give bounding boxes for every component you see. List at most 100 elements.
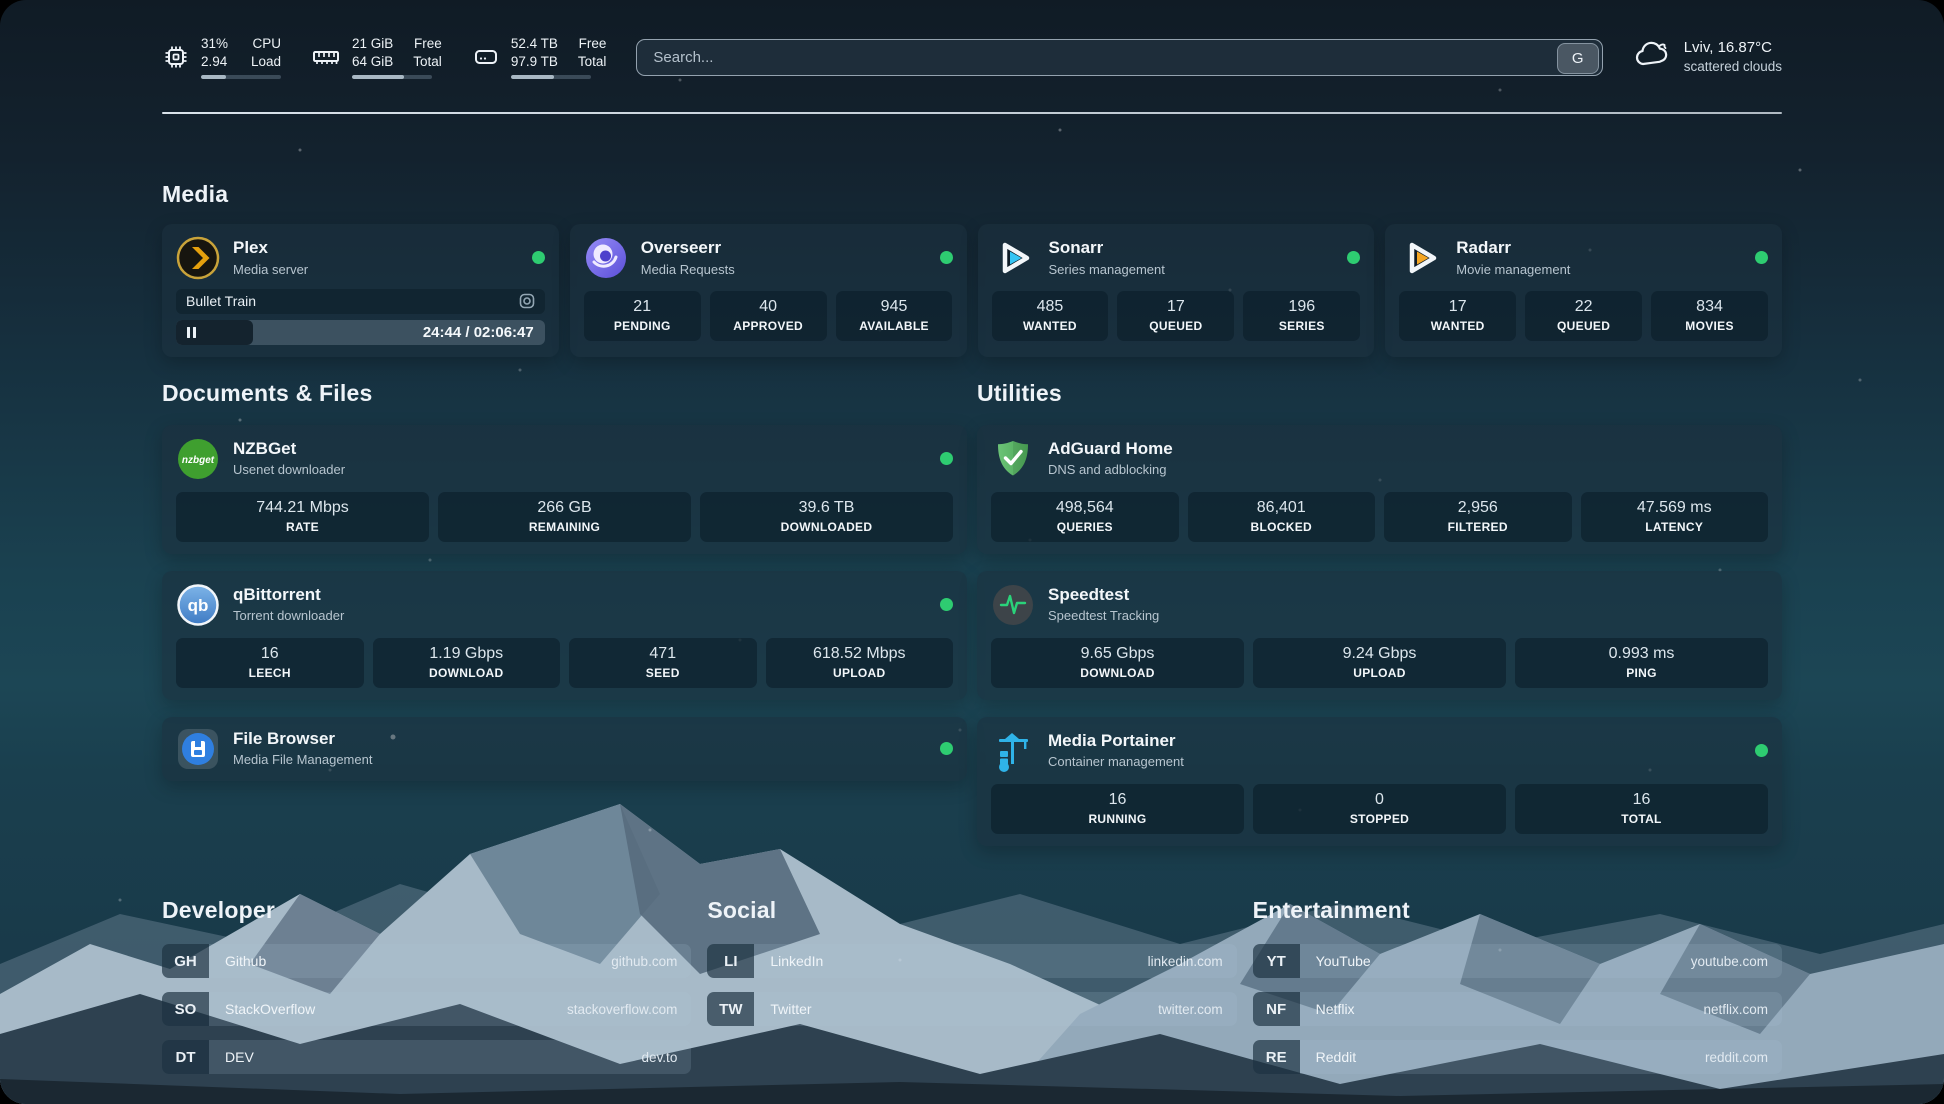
nzbget-subtitle: Usenet downloader (233, 462, 346, 478)
bookmark-linkedin[interactable]: LI LinkedIn linkedin.com (707, 944, 1237, 979)
stat-tile: 22 QUEUED (1525, 290, 1643, 341)
stat-tile: 471 SEED (569, 637, 757, 688)
portainer-card[interactable]: Media Portainer Container management 16 … (977, 716, 1782, 846)
mountain-background (0, 804, 1944, 1104)
nzbget-icon: nzbget (176, 437, 220, 481)
youtube-abbr: YT (1252, 944, 1300, 979)
nzbget-card[interactable]: nzbget NZBGet Usenet downloader 744.21 M… (162, 424, 967, 554)
radarr-icon (1399, 236, 1443, 280)
social-section-title: Social (707, 896, 777, 923)
search-engine-button[interactable]: G (1556, 42, 1599, 74)
radarr-card[interactable]: Radarr Movie management 17 WANTED 22 QUE… (1385, 223, 1782, 357)
header-bar: 31% 2.94 CPU Load (162, 0, 1782, 84)
stat-tile: 16 RUNNING (991, 783, 1244, 834)
sonarr-card[interactable]: Sonarr Series management 485 WANTED 17 Q… (977, 223, 1375, 357)
portainer-icon (991, 729, 1035, 773)
bookmark-stackoverflow[interactable]: SO StackOverflow stackoverflow.com (162, 992, 692, 1027)
radarr-status-dot (1755, 251, 1768, 265)
memory-free-label: Free (414, 35, 442, 51)
qbittorrent-subtitle: Torrent downloader (233, 608, 345, 624)
filebrowser-name: File Browser (233, 729, 336, 748)
stat-tile: 9.65 Gbps DOWNLOAD (991, 637, 1244, 688)
weather-condition: scattered clouds (1683, 59, 1782, 75)
reddit-abbr: RE (1252, 1040, 1300, 1075)
stat-tile: 17 QUEUED (1117, 290, 1235, 341)
bookmark-twitter[interactable]: TW Twitter twitter.com (707, 992, 1237, 1027)
stat-tile: 945 AVAILABLE (835, 290, 953, 341)
plex-status-dot (531, 251, 545, 265)
adguard-subtitle: DNS and adblocking (1048, 462, 1167, 478)
memory-icon (311, 43, 341, 71)
nzbget-name: NZBGet (233, 439, 297, 458)
media-section: Media Plex Media server (162, 180, 1782, 357)
adguard-icon (991, 437, 1035, 481)
qbittorrent-name: qBittorrent (233, 585, 321, 604)
bookmark-youtube[interactable]: YT YouTube youtube.com (1252, 944, 1782, 979)
bookmark-netflix[interactable]: NF Netflix netflix.com (1252, 992, 1782, 1027)
stat-tile: 17 WANTED (1399, 290, 1517, 341)
linkedin-name: LinkedIn (770, 953, 824, 970)
stat-tile: 39.6 TB DOWNLOADED (700, 491, 953, 542)
github-name: Github (225, 953, 267, 970)
sonarr-icon (992, 236, 1036, 280)
svg-text:qb: qb (188, 596, 209, 615)
cpu-usage-value: 31% (201, 35, 229, 51)
bookmark-github[interactable]: GH Github github.com (162, 944, 692, 979)
overseerr-subtitle: Media Requests (640, 261, 735, 277)
pause-button[interactable] (187, 326, 196, 338)
filebrowser-icon (176, 727, 220, 771)
memory-total-label: Total (413, 53, 442, 69)
disk-total-value: 97.9 TB (510, 53, 558, 69)
plex-card[interactable]: Plex Media server Bullet Train (162, 223, 559, 357)
twitter-url: twitter.com (1158, 1001, 1223, 1017)
adguard-card[interactable]: AdGuard Home DNS and adblocking 498,564 … (977, 424, 1782, 554)
entertainment-section-title: Entertainment (1252, 896, 1410, 923)
github-abbr: GH (162, 944, 209, 979)
qbittorrent-card[interactable]: qb qBittorrent Torrent downloader 16 LEE… (162, 570, 967, 700)
stat-tile: 498,564 QUERIES (991, 491, 1179, 542)
sonarr-status-dot (1347, 251, 1361, 265)
utilities-column: Utilities (977, 379, 1782, 846)
overseerr-card[interactable]: Overseerr Media Requests 21 PENDING 40 A… (569, 223, 967, 357)
now-playing-title: Bullet Train (186, 293, 257, 310)
cpu-load-value: 2.94 (201, 53, 228, 69)
stat-tile: 21 PENDING (583, 290, 701, 341)
linkedin-abbr: LI (707, 944, 755, 979)
netflix-abbr: NF (1252, 992, 1300, 1027)
github-url: github.com (611, 953, 678, 969)
disk-stat: 52.4 TB 97.9 TB Free Total (472, 35, 606, 80)
system-stats: 31% 2.94 CPU Load (162, 35, 606, 80)
qbittorrent-status-dot (940, 598, 953, 611)
memory-total-value: 64 GiB (352, 53, 394, 69)
filebrowser-status-dot (940, 742, 953, 755)
stat-tile: 16 TOTAL (1515, 783, 1768, 834)
plex-name: Plex (233, 238, 268, 258)
overseerr-icon (584, 236, 628, 280)
speedtest-icon (991, 583, 1035, 627)
youtube-name: YouTube (1315, 953, 1371, 970)
plex-now-playing: Bullet Train (176, 288, 545, 314)
filebrowser-card[interactable]: File Browser Media File Management (162, 716, 967, 781)
stackoverflow-abbr: SO (162, 992, 209, 1027)
dev-abbr: DT (162, 1040, 209, 1075)
bookmark-dev[interactable]: DT DEV dev.to (162, 1040, 692, 1075)
reddit-name: Reddit (1315, 1049, 1357, 1066)
speedtest-card[interactable]: Speedtest Speedtest Tracking 9.65 Gbps D… (977, 570, 1782, 700)
sonarr-subtitle: Series management (1048, 261, 1165, 277)
plex-subtitle: Media server (233, 261, 309, 277)
search-input[interactable] (636, 38, 1603, 76)
youtube-url: youtube.com (1690, 953, 1768, 969)
cpu-stat: 31% 2.94 CPU Load (162, 35, 281, 80)
cast-icon (519, 293, 535, 309)
cpu-load-label: Load (250, 53, 281, 69)
netflix-url: netflix.com (1703, 1001, 1768, 1017)
search-bar: G (636, 38, 1603, 76)
weather-widget: Lviv, 16.87°C scattered clouds (1633, 38, 1782, 77)
bookmark-reddit[interactable]: RE Reddit reddit.com (1252, 1040, 1782, 1075)
nzbget-status-dot (940, 452, 953, 465)
playback-time: 24:44 / 02:06:47 (422, 323, 534, 341)
overseerr-status-dot (939, 251, 953, 265)
stat-tile: 0 STOPPED (1253, 783, 1506, 834)
header-divider (162, 112, 1782, 114)
cpu-label: CPU (252, 35, 281, 51)
